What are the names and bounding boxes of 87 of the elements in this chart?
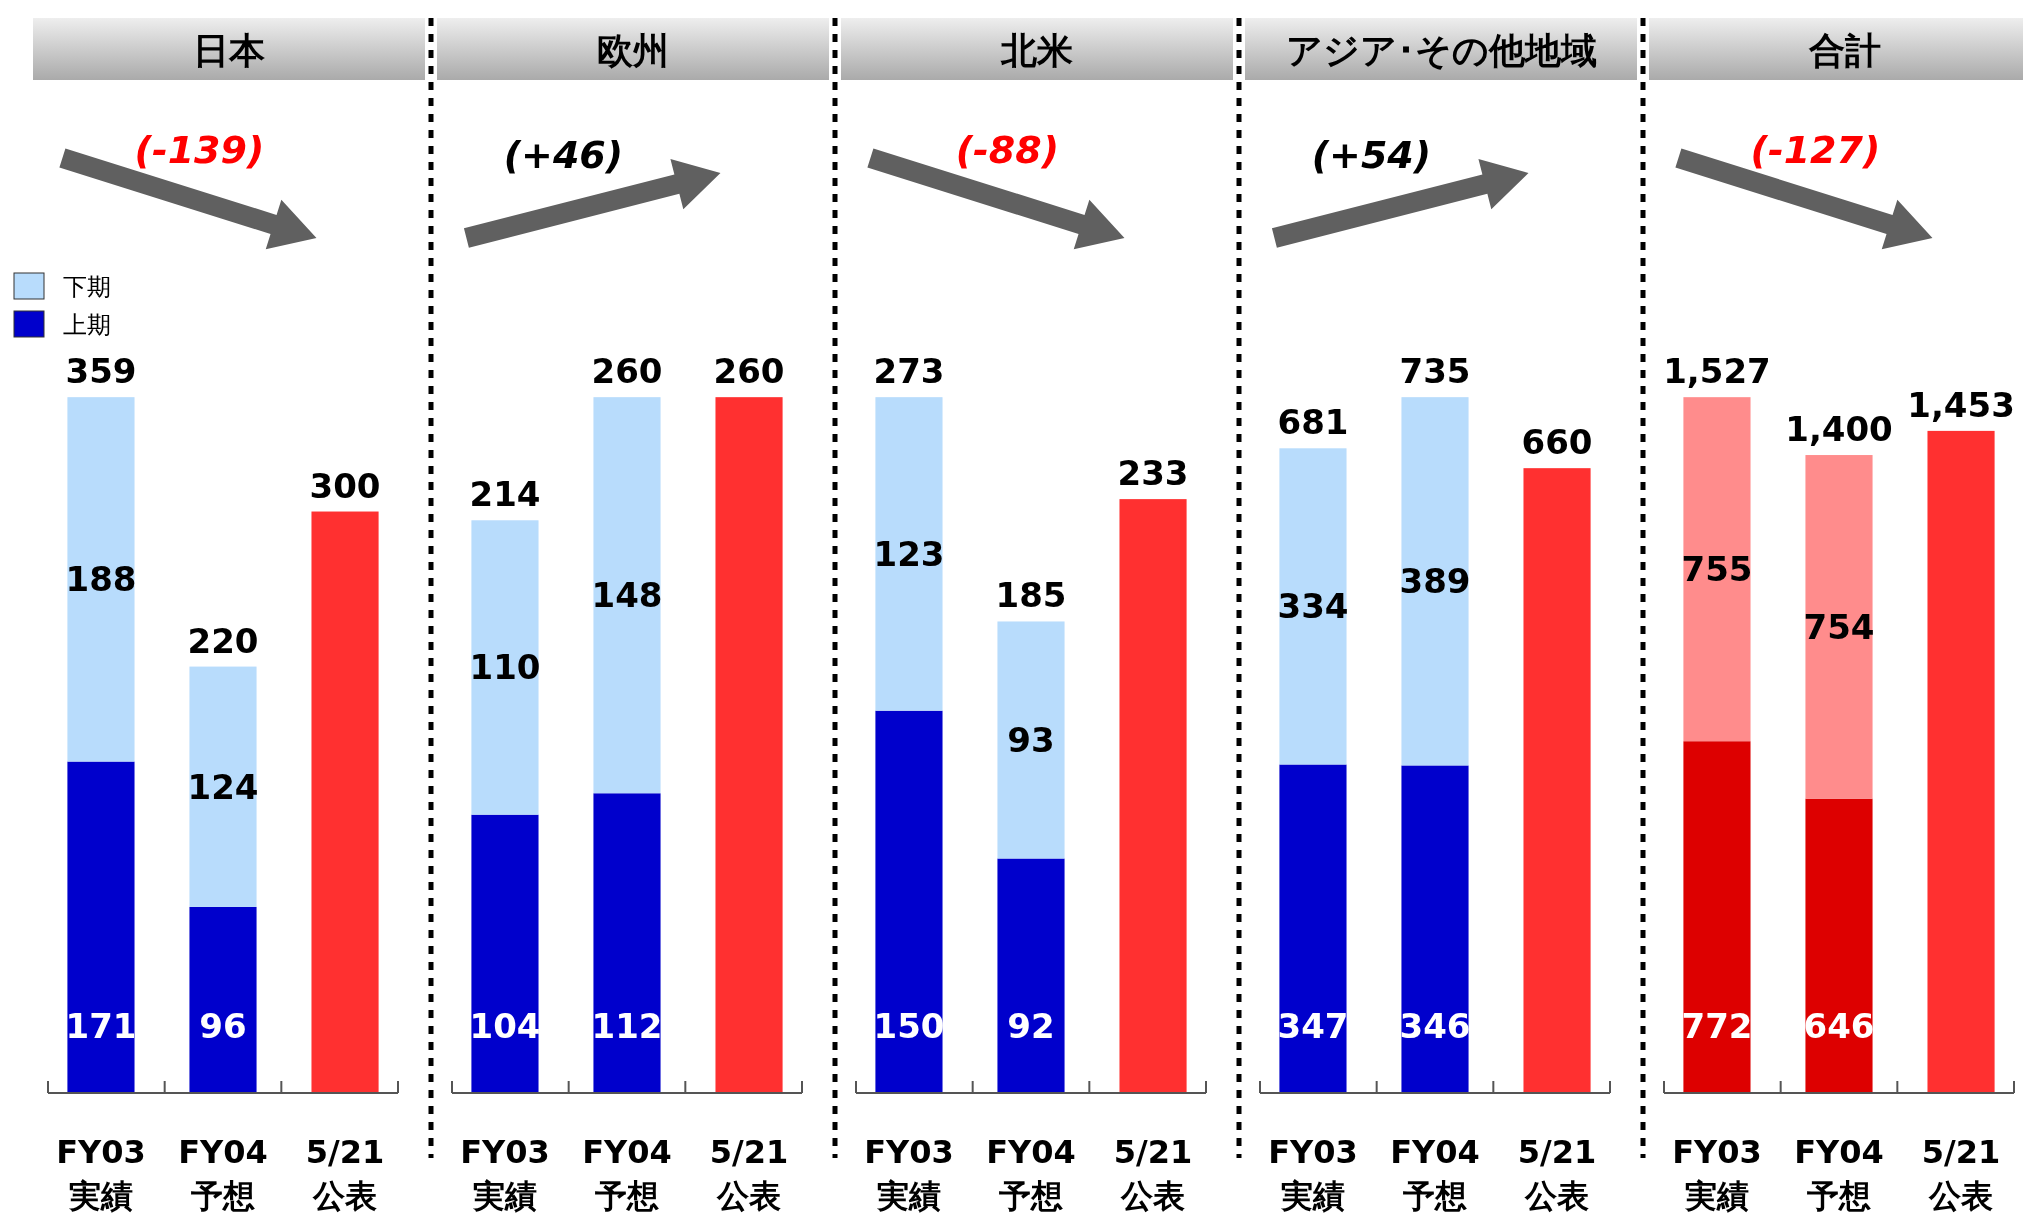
bar bbox=[1279, 764, 1347, 1093]
text: (-88) bbox=[955, 128, 1060, 172]
total-label: 735 bbox=[1399, 351, 1471, 392]
x-tick-label: FY04 予想 bbox=[1794, 1133, 1884, 1215]
x-tick-label: 5/21 公表 bbox=[709, 1133, 789, 1215]
x-tick-label: 5/21 公表 bbox=[1113, 1133, 1193, 1215]
data-label: 112 bbox=[591, 1006, 663, 1046]
x-tick-label: FY03 実績 bbox=[56, 1133, 146, 1215]
data-label: 754 bbox=[1803, 606, 1875, 647]
data-label: 772 bbox=[1681, 1006, 1753, 1046]
bar bbox=[1119, 499, 1187, 1093]
total-label: 1,400 bbox=[1785, 409, 1893, 450]
data-label: 755 bbox=[1681, 549, 1753, 590]
data-label: 171 bbox=[65, 1006, 137, 1046]
bar bbox=[1805, 798, 1873, 1093]
x-tick-label: FY04 予想 bbox=[986, 1133, 1076, 1215]
text: (+46) bbox=[503, 133, 624, 177]
x-tick-label: FY03 実績 bbox=[460, 1133, 550, 1215]
bar bbox=[1279, 448, 1347, 765]
total-label: 260 bbox=[591, 351, 663, 392]
total-label: 185 bbox=[995, 575, 1067, 616]
bar bbox=[997, 621, 1065, 859]
chart-title: 日本 bbox=[193, 30, 265, 71]
bar bbox=[715, 397, 783, 1093]
bar bbox=[67, 761, 135, 1093]
text: (+54) bbox=[1311, 133, 1432, 177]
bar bbox=[1683, 397, 1751, 742]
x-tick-label: FY04 予想 bbox=[178, 1133, 268, 1215]
bar bbox=[189, 906, 257, 1093]
chart-title: 欧州 bbox=[597, 30, 669, 71]
chart-title: 合計 bbox=[1808, 30, 1881, 71]
bar bbox=[593, 793, 661, 1093]
total-label: 214 bbox=[469, 474, 541, 515]
text: (-127) bbox=[1750, 128, 1881, 172]
bar bbox=[471, 814, 539, 1093]
bar bbox=[311, 511, 379, 1093]
x-tick-label: FY03 実績 bbox=[1672, 1133, 1762, 1215]
data-label: 346 bbox=[1399, 1006, 1471, 1046]
chart-title: アジア･その他地域 bbox=[1285, 30, 1597, 71]
total-label: 359 bbox=[65, 351, 137, 392]
total-label: 660 bbox=[1521, 422, 1593, 463]
data-label: 389 bbox=[1399, 561, 1471, 602]
bar bbox=[875, 397, 943, 711]
data-label: 347 bbox=[1277, 1006, 1349, 1046]
legend-label: 上期 bbox=[63, 311, 111, 339]
bar bbox=[189, 666, 257, 907]
total-label: 300 bbox=[309, 465, 381, 506]
data-label: 93 bbox=[1007, 719, 1055, 760]
total-label: 233 bbox=[1117, 453, 1189, 494]
x-tick-label: FY03 実績 bbox=[864, 1133, 954, 1215]
total-label: 260 bbox=[713, 351, 785, 392]
data-label: 646 bbox=[1803, 1006, 1875, 1046]
x-tick-label: FY03 実績 bbox=[1268, 1133, 1358, 1215]
x-tick-label: FY04 予想 bbox=[1390, 1133, 1480, 1215]
data-label: 104 bbox=[469, 1006, 541, 1046]
total-label: 681 bbox=[1277, 402, 1349, 443]
bar bbox=[593, 397, 661, 794]
x-tick-label: 5/21 公表 bbox=[1517, 1133, 1597, 1215]
x-tick-label: 5/21 公表 bbox=[1921, 1133, 2001, 1215]
bar bbox=[875, 710, 943, 1093]
x-tick-label: 5/21 公表 bbox=[305, 1133, 385, 1215]
chart-title: 北米 bbox=[1000, 30, 1073, 71]
legend-label: 下期 bbox=[63, 273, 111, 301]
data-label: 148 bbox=[591, 575, 663, 616]
data-label: 334 bbox=[1277, 586, 1349, 627]
total-label: 220 bbox=[187, 620, 259, 661]
data-label: 124 bbox=[187, 766, 259, 807]
data-label: 110 bbox=[469, 647, 541, 688]
bar bbox=[1523, 468, 1591, 1093]
x-tick-label: FY04 予想 bbox=[582, 1133, 672, 1215]
total-label: 1,453 bbox=[1907, 384, 2015, 425]
data-label: 96 bbox=[199, 1006, 247, 1046]
bar bbox=[1401, 765, 1469, 1093]
total-label: 273 bbox=[873, 351, 945, 392]
data-label: 123 bbox=[873, 533, 945, 574]
bar bbox=[1927, 430, 1995, 1093]
data-label: 188 bbox=[65, 559, 137, 600]
data-label: 92 bbox=[1007, 1006, 1055, 1046]
bar bbox=[471, 520, 539, 815]
total-label: 1,527 bbox=[1663, 351, 1771, 392]
bar bbox=[67, 397, 135, 762]
text: (-139) bbox=[134, 128, 265, 172]
bar bbox=[997, 858, 1065, 1093]
data-label: 150 bbox=[873, 1006, 945, 1046]
bar bbox=[1683, 741, 1751, 1093]
bar bbox=[1401, 397, 1469, 766]
bar bbox=[1805, 455, 1873, 799]
